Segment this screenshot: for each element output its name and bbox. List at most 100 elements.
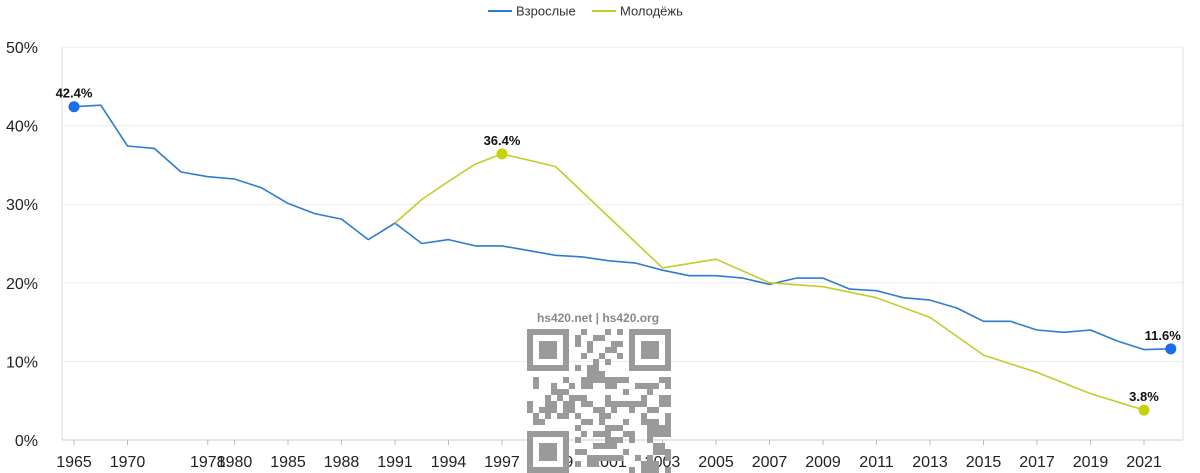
qr-module [611, 347, 617, 353]
qr-module [605, 377, 611, 383]
qr-module [533, 419, 539, 425]
qr-module [605, 401, 611, 407]
qr-module [665, 425, 671, 431]
qr-module [605, 425, 611, 431]
qr-module [581, 353, 587, 359]
qr-module [587, 419, 593, 425]
qr-module [629, 407, 635, 413]
qr-module [569, 401, 575, 407]
qr-module [665, 419, 671, 425]
qr-module [527, 407, 533, 413]
qr-module [605, 443, 611, 449]
x-tick-label: 1980 [217, 454, 253, 471]
series-layer [68, 101, 1177, 416]
qr-module [575, 461, 581, 467]
qr-module [641, 401, 647, 407]
qr-module [641, 383, 647, 389]
qr-module [569, 383, 575, 389]
qr-module [581, 431, 587, 437]
qr-module [629, 467, 635, 473]
x-tick-label: 2015 [966, 454, 1002, 471]
watermark-text: hs420.net | hs420.org [537, 311, 659, 325]
qr-module [665, 449, 671, 455]
qr-module [593, 407, 599, 413]
qr-module [641, 413, 647, 419]
qr-module [635, 383, 641, 389]
x-tick-label: 1978 [190, 454, 226, 471]
qr-module [581, 383, 587, 389]
qr-module [581, 329, 587, 335]
qr-module [617, 329, 623, 335]
qr-module [599, 335, 605, 341]
qr-module [665, 383, 671, 389]
x-tick-label: 1997 [484, 454, 520, 471]
qr-module [641, 467, 647, 473]
qr-module [581, 419, 587, 425]
series-line-youth [394, 153, 1145, 411]
qr-module [557, 389, 563, 395]
qr-module [611, 455, 617, 461]
qr-module [617, 401, 623, 407]
qr-module [605, 347, 611, 353]
qr-module [611, 437, 617, 443]
qr-module [635, 455, 641, 461]
qr-module [575, 449, 581, 455]
qr-module [611, 443, 617, 449]
x-tick-label: 1965 [56, 454, 92, 471]
qr-module [665, 467, 671, 473]
qr-module [599, 371, 605, 377]
qr-module [617, 353, 623, 359]
data-point-marker [1165, 343, 1177, 355]
qr-module [581, 395, 587, 401]
qr-module [587, 455, 593, 461]
qr-module [539, 407, 545, 413]
x-tick-label: 2007 [752, 454, 788, 471]
qr-module [581, 401, 587, 407]
qr-module [605, 329, 611, 335]
qr-module [599, 419, 605, 425]
x-tick-label: 2017 [1019, 454, 1055, 471]
data-point-marker [68, 101, 80, 113]
qr-module [593, 359, 599, 365]
qr-module [563, 377, 569, 383]
qr-module [653, 449, 659, 455]
qr-module [647, 455, 653, 461]
qr-module [623, 401, 629, 407]
x-tick-label: 1994 [431, 454, 467, 471]
qr-module [653, 425, 659, 431]
qr-module [653, 407, 659, 413]
qr-module [599, 431, 605, 437]
x-tick-label: 2009 [805, 454, 841, 471]
qr-module [563, 401, 569, 407]
qr-module [659, 431, 665, 437]
legend-label: Взрослые [516, 4, 576, 19]
qr-module [593, 335, 599, 341]
qr-module [617, 455, 623, 461]
qr-module [563, 389, 569, 395]
qr-module [605, 413, 611, 419]
qr-module [569, 395, 575, 401]
qr-module [587, 401, 593, 407]
legend-label: Молодёжь [620, 4, 683, 19]
data-point-marker [1138, 404, 1150, 416]
label-layer: 42.4% 11.6% 36.4% 3.8% [56, 86, 1182, 404]
qr-module [653, 443, 659, 449]
qr-module [647, 437, 653, 443]
qr-module [533, 377, 539, 383]
watermark: hs420.net | hs420.org [527, 311, 671, 473]
qr-module [611, 341, 617, 347]
qr-module [545, 401, 551, 407]
qr-module [659, 377, 665, 383]
qr-module [617, 437, 623, 443]
data-point-marker [496, 148, 508, 160]
qr-module [653, 461, 659, 467]
qr-module [665, 377, 671, 383]
qr-module [611, 401, 617, 407]
qr-code-icon [527, 329, 671, 473]
qr-module [575, 425, 581, 431]
data-label: 3.8% [1129, 389, 1159, 404]
qr-finder-core [539, 443, 557, 461]
